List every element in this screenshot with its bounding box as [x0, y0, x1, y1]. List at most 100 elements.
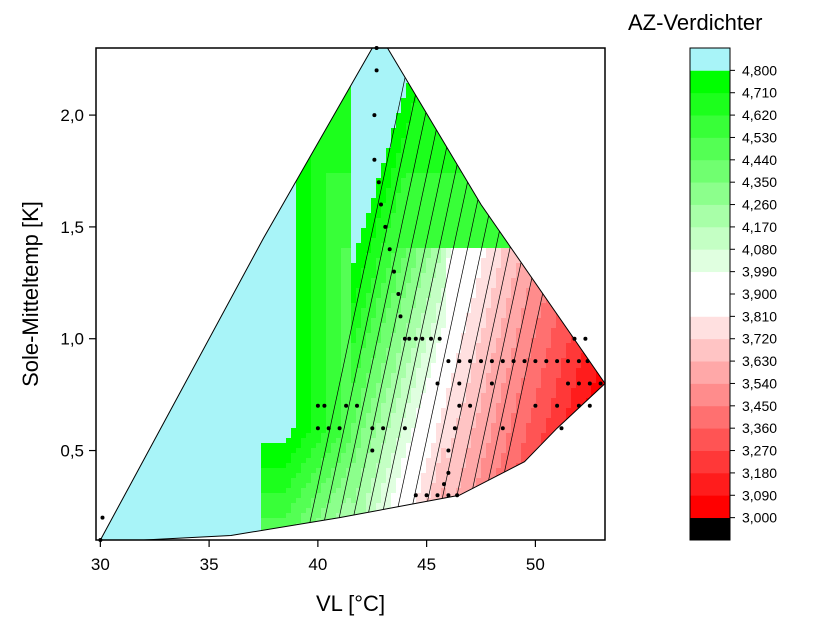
contour-cell: [451, 273, 457, 279]
contour-cell: [496, 198, 502, 204]
contour-cell: [476, 243, 482, 249]
contour-cell: [306, 118, 312, 124]
contour-cell: [281, 203, 287, 209]
contour-cell: [231, 273, 237, 279]
contour-cell: [311, 248, 317, 254]
contour-cell: [436, 123, 442, 129]
contour-cell: [196, 158, 202, 164]
contour-cell: [236, 193, 242, 199]
contour-cell: [571, 63, 577, 69]
contour-cell: [176, 198, 182, 204]
contour-cell: [166, 203, 172, 209]
contour-cell: [521, 143, 527, 149]
contour-cell: [221, 58, 227, 64]
contour-cell: [466, 268, 472, 274]
contour-cell: [346, 133, 352, 139]
contour-cell: [371, 163, 377, 169]
contour-cell: [366, 193, 372, 199]
contour-cell: [526, 138, 532, 144]
contour-cell: [376, 243, 382, 249]
contour-cell: [291, 288, 297, 294]
contour-cell: [131, 198, 137, 204]
contour-cell: [231, 93, 237, 99]
contour-cell: [431, 203, 437, 209]
contour-cell: [346, 78, 352, 84]
contour-cell: [386, 53, 392, 59]
contour-cell: [231, 258, 237, 264]
contour-cell: [586, 243, 592, 249]
contour-cell: [371, 98, 377, 104]
contour-cell: [131, 228, 137, 234]
contour-cell: [151, 133, 157, 139]
contour-cell: [156, 93, 162, 99]
contour-cell: [156, 118, 162, 124]
contour-cell: [511, 118, 517, 124]
contour-cell: [461, 58, 467, 64]
contour-cell: [406, 213, 412, 219]
contour-cell: [496, 98, 502, 104]
contour-cell: [576, 78, 582, 84]
contour-cell: [346, 53, 352, 59]
contour-cell: [526, 118, 532, 124]
contour-cell: [201, 118, 207, 124]
contour-cell: [476, 53, 482, 59]
contour-cell: [396, 218, 402, 224]
contour-cell: [506, 188, 512, 194]
contour-cell: [236, 78, 242, 84]
contour-cell: [121, 63, 127, 69]
contour-cell: [501, 138, 507, 144]
contour-cell: [216, 268, 222, 274]
contour-cell: [391, 153, 397, 159]
contour-cell: [576, 173, 582, 179]
contour-cell: [546, 273, 552, 279]
contour-cell: [266, 53, 272, 59]
contour-cell: [531, 48, 537, 54]
contour-cell: [546, 268, 552, 274]
contour-cell: [506, 158, 512, 164]
contour-cell: [466, 98, 472, 104]
contour-cell: [261, 163, 267, 169]
contour-cell: [516, 173, 522, 179]
contour-cell: [221, 253, 227, 259]
contour-cell: [396, 233, 402, 239]
contour-cell: [231, 108, 237, 114]
contour-cell: [201, 268, 207, 274]
contour-cell: [376, 108, 382, 114]
contour-cell: [181, 238, 187, 244]
contour-cell: [566, 83, 572, 89]
contour-cell: [316, 108, 322, 114]
contour-cell: [156, 218, 162, 224]
contour-cell: [100, 233, 102, 239]
contour-cell: [261, 228, 267, 234]
contour-cell: [461, 178, 467, 184]
contour-cell: [596, 48, 602, 54]
contour-cell: [231, 78, 237, 84]
contour-cell: [576, 243, 582, 249]
contour-cell: [211, 178, 217, 184]
contour-cell: [541, 48, 547, 54]
contour-cell: [216, 108, 222, 114]
contour-cell: [166, 153, 172, 159]
contour-cell: [541, 138, 547, 144]
contour-cell: [411, 63, 417, 69]
contour-cell: [176, 193, 182, 199]
contour-cell: [281, 243, 287, 249]
contour-cell: [231, 153, 237, 159]
contour-cell: [451, 113, 457, 119]
contour-cell: [586, 93, 592, 99]
contour-cell: [136, 148, 142, 154]
contour-cell: [141, 63, 147, 69]
contour-cell: [566, 163, 572, 169]
contour-cell: [116, 143, 122, 149]
contour-cell: [221, 188, 227, 194]
contour-cell: [156, 173, 162, 179]
contour-cell: [381, 118, 387, 124]
contour-cell: [391, 98, 397, 104]
contour-cell: [266, 138, 272, 144]
contour-cell: [511, 153, 517, 159]
contour-cell: [266, 68, 272, 74]
contour-cell: [261, 193, 267, 199]
contour-cell: [231, 138, 237, 144]
contour-cell: [206, 163, 212, 169]
contour-cell: [141, 273, 147, 279]
